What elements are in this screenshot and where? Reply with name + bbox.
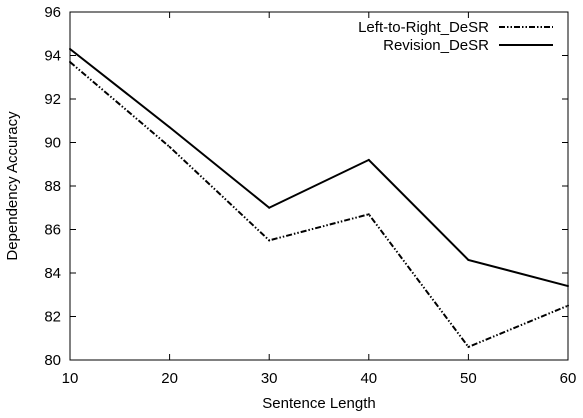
data-point	[69, 61, 71, 64]
x-tick-label: 60	[560, 370, 577, 387]
series-line-1	[69, 48, 569, 288]
data-point	[168, 126, 171, 129]
y-tick-label: 90	[44, 135, 61, 152]
x-tick-label: 20	[161, 370, 178, 387]
plot-frame	[69, 11, 569, 361]
data-point	[268, 239, 271, 242]
data-point	[567, 285, 569, 288]
data-point	[467, 258, 470, 261]
y-tick-label: 84	[44, 265, 61, 282]
series-line-0	[69, 61, 569, 349]
data-point	[168, 145, 171, 148]
data-point	[367, 158, 370, 161]
y-tick-label: 80	[44, 352, 61, 369]
y-tick-label: 94	[44, 48, 61, 65]
legend-label-0: Left-to-Right_DeSR	[358, 19, 489, 36]
series-layer	[69, 47, 569, 349]
legend-label-1: Revision_DeSR	[383, 37, 489, 54]
x-tick-label: 10	[62, 370, 79, 387]
x-axis-label: Sentence Length	[262, 395, 375, 412]
data-point	[567, 304, 569, 307]
x-tick-label: 50	[460, 370, 477, 387]
data-point	[367, 213, 370, 216]
y-axis-label: Dependency Accuracy	[4, 111, 21, 261]
data-point	[268, 206, 271, 209]
ticks-layer: 80 82 84 86 88 90 92 94 96 10 20 30 40 50 60	[44, 4, 576, 387]
data-point	[467, 345, 470, 348]
y-tick-label: 92	[44, 91, 61, 108]
y-tick-label: 96	[44, 4, 61, 21]
y-tick-label: 86	[44, 222, 61, 239]
y-tick-label: 88	[44, 178, 61, 195]
y-tick-label: 82	[44, 309, 61, 326]
data-point	[69, 47, 71, 50]
x-tick-label: 30	[261, 370, 278, 387]
x-tick-label: 40	[360, 370, 377, 387]
